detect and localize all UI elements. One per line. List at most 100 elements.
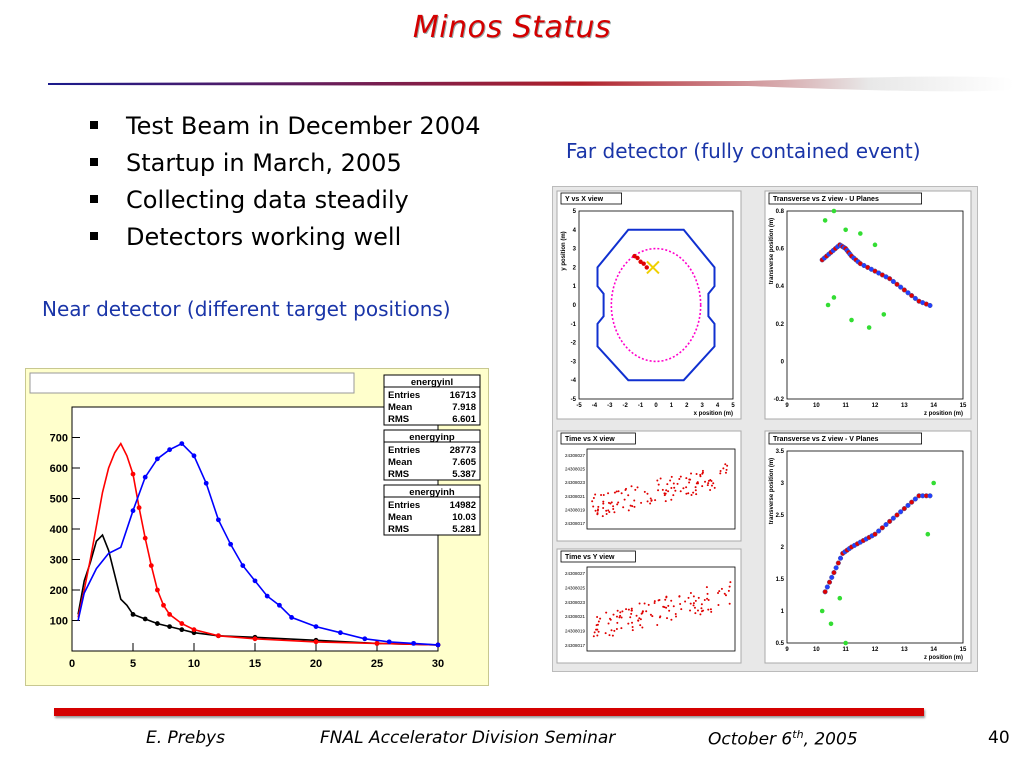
series-point-energyinl (142, 616, 148, 622)
time-hit-point (624, 488, 627, 491)
time-hit-point (692, 602, 695, 605)
x-tick-label: -4 (592, 403, 598, 409)
time-hit-point (694, 486, 697, 489)
x-tick-label: 10 (188, 658, 200, 670)
time-hit-point (602, 493, 605, 496)
hit-point (644, 265, 649, 270)
time-hit-point (657, 483, 660, 486)
series-point-energyinp (155, 587, 160, 593)
time-hit-point (615, 628, 618, 631)
far-detector-event-display: Y vs X view-5 -4 -3 -2 -1 0 1 2 3 4 5543210-1-2-3-… (556, 190, 972, 664)
stats-box-frame (383, 374, 481, 426)
time-hit-point (717, 603, 720, 606)
time-hit-point (728, 602, 731, 605)
stats-box-energyinh: energyinh Entries 14982 Mean 10.03 RMS 5.281 (383, 484, 481, 536)
time-hit-point (692, 491, 695, 494)
time-hit-point (700, 603, 703, 606)
x-tick-label: 9 (785, 403, 789, 409)
plot-frame (786, 450, 964, 644)
bullet-marker-icon (90, 121, 98, 129)
time-hit-point (687, 596, 690, 599)
series-point-energyinh (240, 563, 246, 568)
y-tick-label: 0.6 (776, 247, 785, 253)
time-hit-point (594, 509, 597, 512)
time-hit-point (599, 617, 602, 620)
time-hit-point (601, 515, 604, 518)
stats-value: 5.387 (452, 469, 476, 480)
time-hit-point (627, 608, 630, 611)
time-hit-point (726, 464, 729, 467)
time-hit-point (674, 613, 677, 616)
time-hit-point (670, 618, 673, 621)
y-tick-label: -1 (571, 322, 577, 328)
time-hit-point (592, 505, 595, 508)
time-hit-point (688, 481, 691, 484)
time-hit-point (607, 501, 610, 504)
time-hit-point (649, 502, 652, 505)
far-detector-caption: Far detector (fully contained event) (566, 139, 921, 163)
panel-background (764, 190, 972, 420)
series-point-energyinp (374, 640, 380, 646)
time-hit-point (613, 629, 616, 632)
noise-hit-point (872, 242, 878, 248)
series-point-energyinl (155, 621, 160, 626)
series-line-energyinl (77, 533, 439, 646)
track-hit-point (927, 493, 933, 499)
noise-hit-point (849, 317, 854, 323)
time-hit-point (620, 616, 623, 619)
time-hit-point (713, 486, 716, 489)
time-hit-point (694, 489, 697, 492)
far-detector-event-panel: Y vs X view -5 -4 -3 -2 -1 0 1 2 3 4 5 5 4 3 2 1 0 -1 -2 -3-… (552, 186, 978, 672)
time-hit-point (702, 609, 705, 612)
panel-title: Time vs X view (565, 436, 615, 443)
time-hit-point (610, 629, 613, 632)
time-hit-point (685, 492, 688, 495)
time-hit-point (631, 629, 634, 632)
track-hit-point (837, 555, 844, 561)
noise-hit-point (866, 325, 872, 330)
time-hit-point (695, 482, 698, 485)
noise-hit-point (881, 312, 887, 317)
time-hit-point (707, 482, 710, 485)
time-hit-point (620, 627, 623, 630)
time-hit-point (657, 599, 660, 602)
time-hit-point (672, 605, 675, 608)
track-hit-point (905, 290, 911, 296)
series-point-energyinh (155, 456, 160, 462)
time-hit-point (696, 609, 699, 612)
track-hit-point (824, 584, 830, 590)
y-tick-label: 24308017 (565, 643, 586, 648)
series-point-energyinp (216, 633, 221, 639)
series-point-energyinh (435, 642, 441, 648)
y-tick-label: 24308021 (565, 494, 586, 499)
bullet-item: Startup in March, 2005 (90, 145, 481, 182)
panel-background (764, 430, 972, 664)
stats-label: RMS (388, 469, 409, 480)
time-hit-point (659, 477, 662, 480)
track-hit-point (876, 528, 882, 534)
noise-hit-point (858, 231, 863, 236)
time-hit-point (689, 609, 692, 612)
track-hit-point (887, 518, 893, 524)
series-point-energyinp (130, 471, 136, 477)
series-point-energyinh (411, 640, 416, 646)
time-hit-point (719, 472, 722, 475)
series-point-energyinl (179, 627, 185, 633)
time-hit-point (669, 479, 672, 482)
x-tick-label: 11 (842, 647, 849, 653)
stats-value: 16713 (450, 390, 476, 401)
time-hit-point (609, 502, 612, 505)
track-hit-point (901, 506, 907, 512)
x-tick-label: 4 (716, 403, 720, 409)
x-tick-label: -3 (607, 403, 613, 409)
time-hit-point (670, 498, 673, 501)
time-hit-point (679, 602, 682, 605)
time-hit-point (680, 608, 683, 611)
noise-hit-point (925, 531, 931, 537)
y-tick-label: 600 (50, 463, 68, 475)
time-hit-point (672, 494, 675, 497)
y-tick-label: 1.5 (776, 577, 785, 583)
track-hit-point (898, 509, 904, 515)
bullet-item: Test Beam in December 2004 (90, 108, 481, 145)
x-tick-label: 0 (69, 658, 75, 670)
